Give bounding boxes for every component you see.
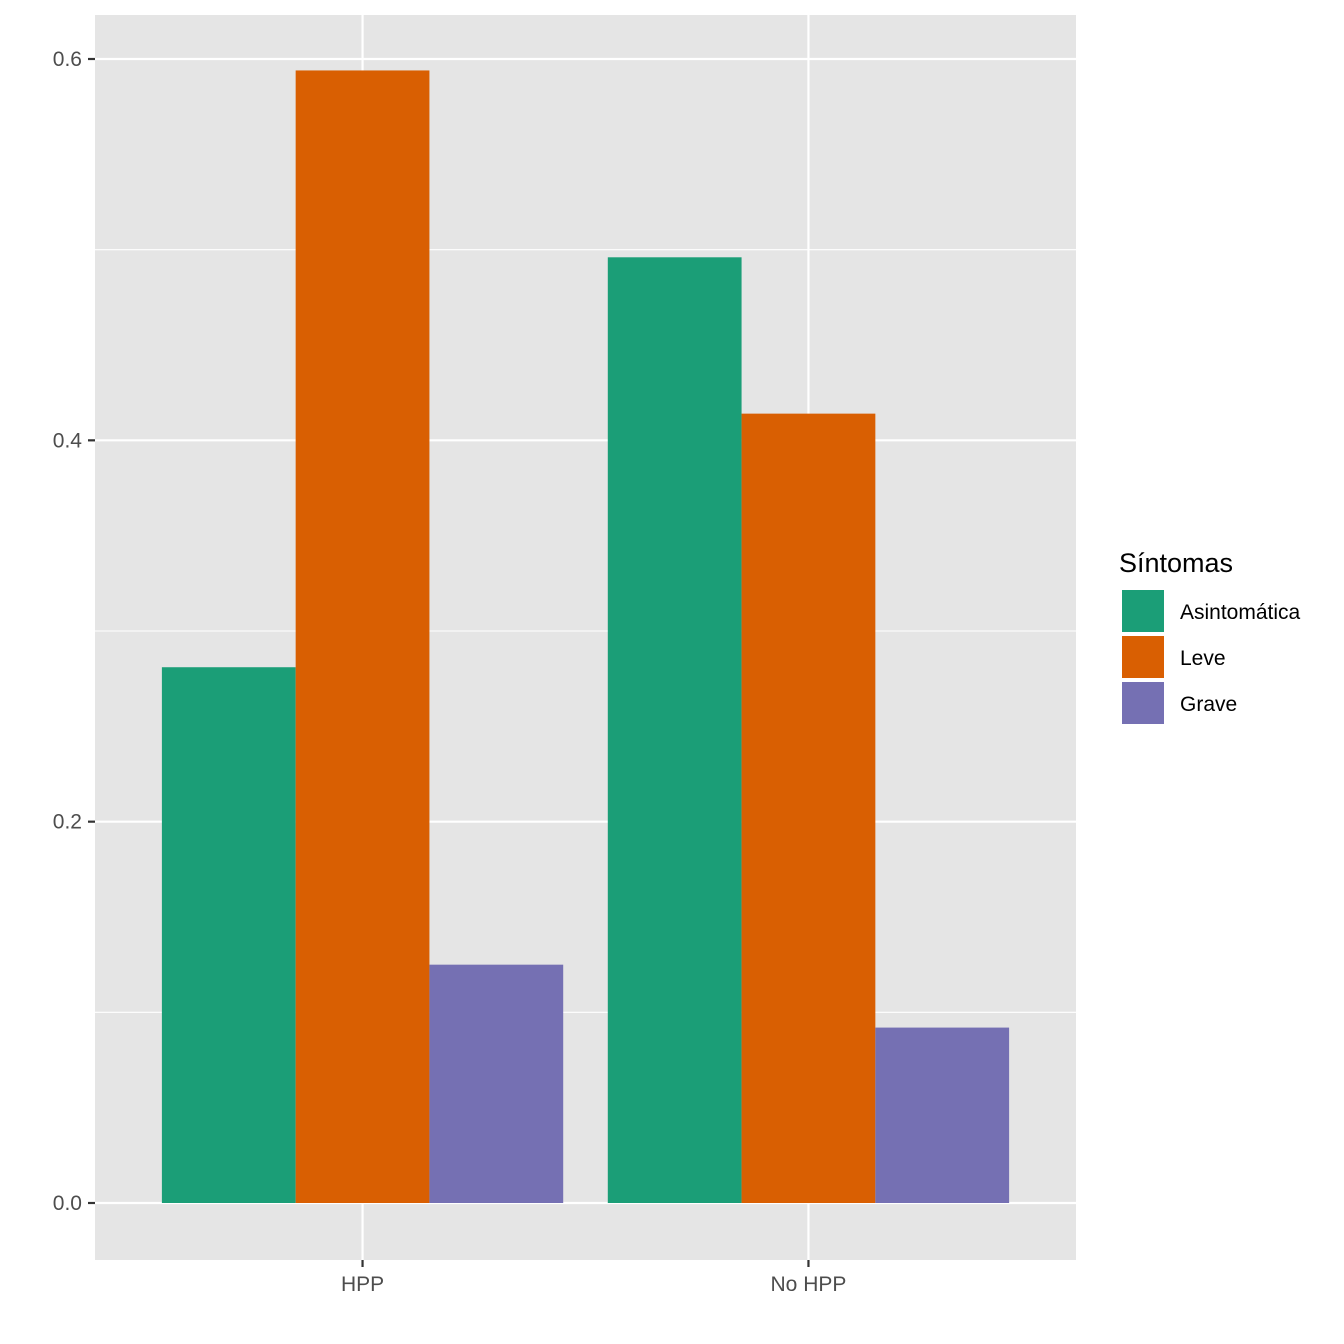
y-axis: 0.0 0.2 0.4 0.6 [53, 48, 95, 1215]
y-tick-label: 0.0 [53, 1192, 82, 1215]
x-axis: HPP No HPP [341, 1260, 846, 1296]
legend-label: Grave [1180, 693, 1237, 716]
y-tick-label: 0.2 [53, 811, 82, 834]
bar-grave-no-hpp [875, 1027, 1010, 1203]
bar-asintom-tica-hpp [161, 667, 296, 1203]
bar-leve-no-hpp [741, 413, 876, 1203]
y-tick-label: 0.4 [53, 429, 83, 452]
legend-key-asintom-tica [1120, 588, 1166, 634]
legend: Síntomas Asintomática Leve Grave [1119, 548, 1301, 726]
legend-label: Leve [1180, 647, 1226, 670]
bars [161, 70, 1010, 1204]
x-tick-label: No HPP [771, 1273, 847, 1296]
legend-key-grave [1120, 680, 1166, 726]
x-tick-label: HPP [341, 1273, 384, 1296]
legend-key-leve [1120, 634, 1166, 680]
bar-leve-hpp [295, 70, 430, 1204]
y-tick-label: 0.6 [53, 48, 82, 71]
bar-grave-hpp [429, 964, 564, 1203]
bar-asintom-tica-no-hpp [607, 257, 742, 1203]
legend-label: Asintomática [1180, 601, 1301, 624]
legend-title: Síntomas [1119, 548, 1233, 578]
